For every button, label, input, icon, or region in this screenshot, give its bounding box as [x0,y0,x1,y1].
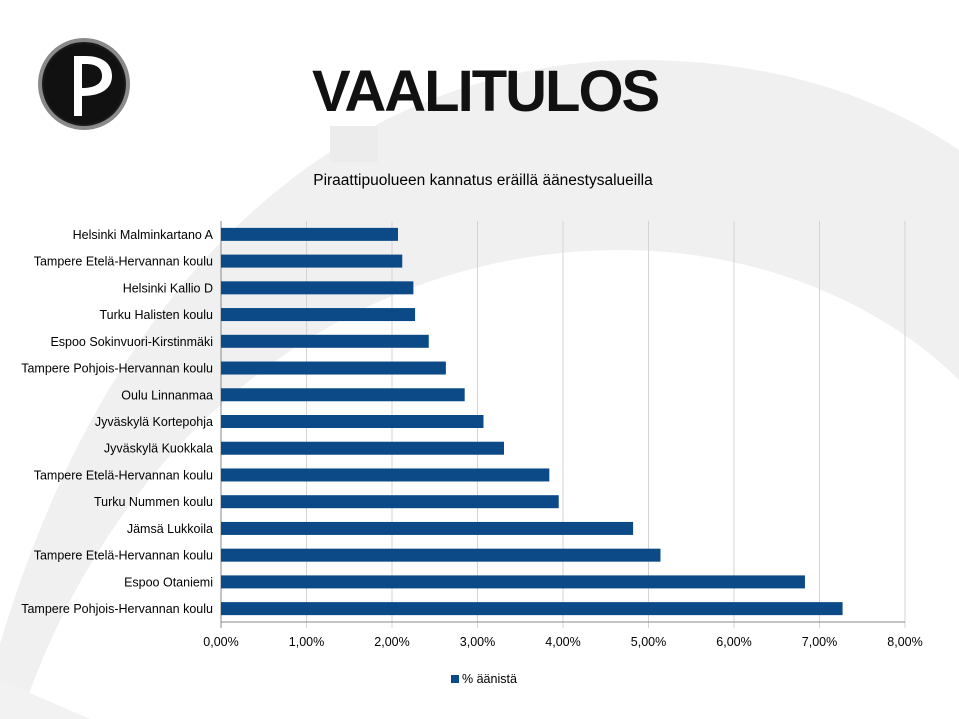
category-label: Tampere Etelä-Hervannan koulu [34,255,213,269]
x-tick-label: 7,00% [802,635,837,649]
category-label: Jyväskylä Kortepohja [95,415,213,429]
bar [221,468,550,482]
bar [221,281,414,295]
chart-legend: % äänistä [451,672,517,686]
bar [221,308,416,322]
bar [221,441,505,455]
bar [221,521,634,535]
bar [221,548,661,562]
bar [221,602,843,616]
chart-category-labels: Helsinki Malminkartano A Tampere Etelä-He… [21,228,213,616]
chart-title: Piraattipuolueen kannatus eräillä äänest… [313,172,653,189]
x-tick-label: 0,00% [203,635,238,649]
category-label: Jyväskylä Kuokkala [104,442,213,456]
category-label: Turku Nummen koulu [94,495,213,509]
x-tick-label: 6,00% [716,635,751,649]
category-label: Tampere Etelä-Hervannan koulu [34,468,213,482]
bar [221,361,446,375]
pirate-party-logo [38,38,130,130]
category-label: Tampere Etelä-Hervannan koulu [34,549,213,563]
bar [221,227,398,241]
bar [221,334,429,348]
category-label: Espoo Otaniemi [124,575,213,589]
category-label: Jämsä Lukkoila [127,522,213,536]
chart-bars [221,227,843,616]
category-label: Turku Halisten koulu [100,308,214,322]
x-tick-label: 5,00% [631,635,666,649]
x-tick-label: 4,00% [545,635,580,649]
category-label: Tampere Pohjois-Hervannan koulu [21,602,213,616]
x-tick-label: 2,00% [374,635,409,649]
category-label: Oulu Linnanmaa [121,388,213,402]
bar [221,575,805,589]
bar [221,415,484,428]
category-label: Tampere Pohjois-Hervannan koulu [21,362,213,376]
x-tick-label: 3,00% [460,635,495,649]
x-tick-label: 1,00% [289,635,324,649]
category-label: Helsinki Malminkartano A [73,228,214,242]
legend-label: % äänistä [462,672,517,686]
x-tick-label: 8,00% [887,635,922,649]
category-label: Espoo Sokinvuori-Kirstinmäki [50,335,213,349]
bar [221,388,465,402]
legend-swatch [451,675,459,683]
bar [221,495,559,509]
slide-title: VAALITULOS [312,59,660,124]
bar [221,254,403,268]
category-label: Helsinki Kallio D [123,281,213,295]
chart-x-ticks: 0,00% 1,00% 2,00% 3,00% 4,00% 5,00% 6,00% 7,00%… [203,635,922,649]
